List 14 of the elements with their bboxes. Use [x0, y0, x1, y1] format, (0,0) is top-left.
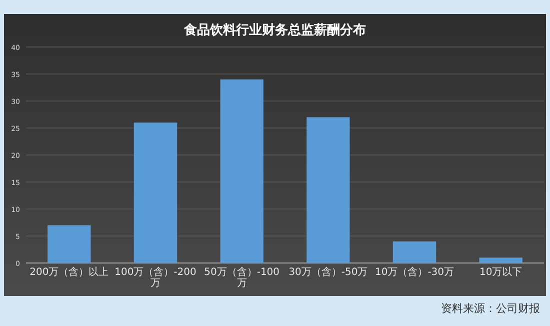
- bar: [306, 117, 350, 263]
- chart-title: 食品饮料行业财务总监薪酬分布: [183, 22, 366, 38]
- bar: [134, 122, 178, 263]
- bar: [220, 79, 264, 263]
- bar: [392, 241, 436, 263]
- x-tick-label: 200万（含）以上: [30, 266, 109, 278]
- x-tick-label: 50万（含）-100万: [204, 266, 280, 289]
- bar: [479, 258, 522, 263]
- x-tick-label: 100万（含）-200万: [114, 266, 196, 289]
- x-tick-label: 10万（含）-30万: [374, 266, 454, 278]
- x-tick-label: 10万以下: [479, 266, 522, 278]
- text: 资料来源：公司财报: [441, 302, 540, 315]
- bar: [48, 225, 91, 263]
- x-tick-label: 30万（含）-50万: [288, 266, 368, 278]
